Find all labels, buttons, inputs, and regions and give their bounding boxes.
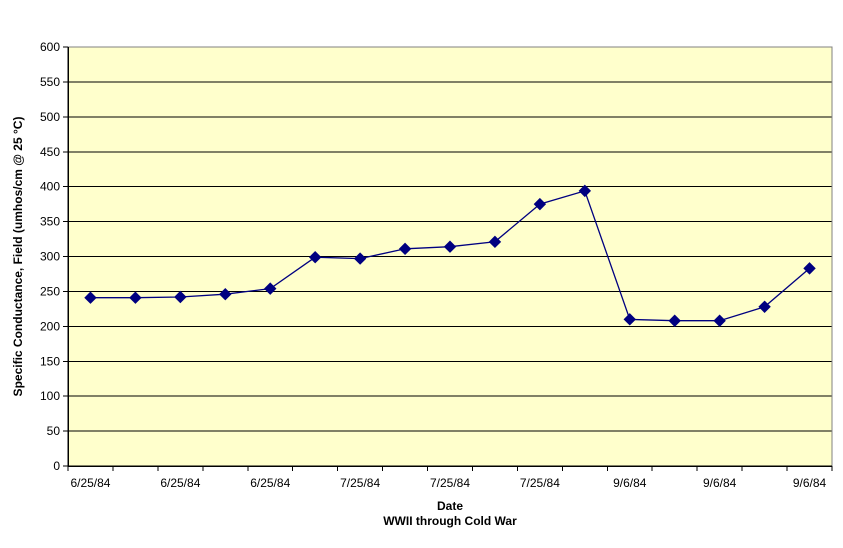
data-point-marker: [219, 288, 232, 301]
x-axis-title: Date: [437, 499, 463, 513]
x-tick-label: 9/6/84: [793, 476, 827, 490]
data-point-marker: [398, 242, 412, 256]
data-point-marker: [353, 252, 367, 265]
data-point-marker: [443, 240, 457, 253]
y-tick-label: 150: [40, 354, 60, 368]
data-point-marker: [308, 250, 322, 264]
y-tick-label: 500: [40, 110, 60, 124]
data-point-marker: [264, 282, 277, 295]
x-tick-label: 6/25/84: [70, 476, 110, 490]
y-tick-label: 450: [40, 145, 60, 159]
x-tick-label: 7/25/84: [520, 476, 560, 490]
y-tick-label: 100: [40, 389, 60, 403]
y-tick-label: 0: [53, 459, 60, 473]
x-tick-label: 7/25/84: [340, 476, 380, 490]
x-axis-subtitle: WWII through Cold War: [383, 514, 517, 528]
data-point-marker: [578, 184, 592, 198]
y-axis-title: Specific Conductance, Field (umhos/cm @ …: [11, 117, 25, 397]
data-point-marker: [84, 291, 97, 304]
data-point-marker: [758, 300, 771, 313]
y-tick-label: 250: [40, 284, 60, 298]
data-point-marker: [803, 262, 816, 275]
x-tick-label: 7/25/84: [430, 476, 470, 490]
data-point-marker: [488, 235, 502, 249]
data-point-marker: [129, 291, 142, 304]
data-point-marker: [713, 314, 726, 327]
y-tick-label: 550: [40, 75, 60, 89]
x-tick-label: 6/25/84: [250, 476, 290, 490]
y-tick-label: 200: [40, 319, 60, 333]
x-tick-label: 9/6/84: [613, 476, 647, 490]
data-point-marker: [174, 290, 187, 304]
x-tick-label: 6/25/84: [160, 476, 200, 490]
y-tick-label: 50: [47, 424, 61, 438]
y-tick-label: 600: [40, 40, 60, 54]
y-tick-label: 350: [40, 215, 60, 229]
x-tick-label: 9/6/84: [703, 476, 737, 490]
y-tick-label: 400: [40, 180, 60, 194]
data-point-marker: [533, 197, 547, 211]
data-point-marker: [623, 313, 636, 326]
data-point-marker: [668, 314, 681, 327]
y-tick-label: 300: [40, 250, 60, 264]
